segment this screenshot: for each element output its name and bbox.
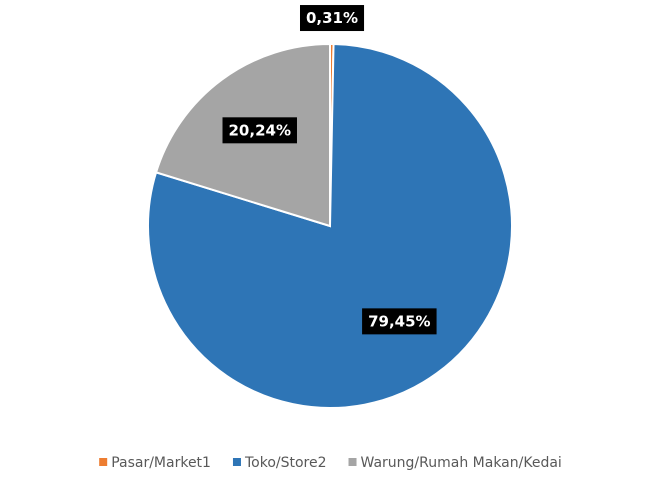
data-label: 0,31% (306, 9, 358, 27)
data-label: 20,24% (229, 121, 291, 139)
legend-swatch (348, 458, 357, 466)
legend-label: Toko/Store2 (244, 455, 327, 471)
legend-label: Pasar/Market1 (111, 455, 211, 471)
legend-swatch (232, 458, 241, 466)
data-label: 79,45% (368, 312, 430, 330)
legend-label: Warung/Rumah Makan/Kedai (361, 455, 562, 471)
data-label-bg (222, 117, 297, 144)
legend-swatch (99, 458, 108, 466)
data-label-bg (299, 5, 365, 32)
data-label-bg (362, 308, 437, 335)
